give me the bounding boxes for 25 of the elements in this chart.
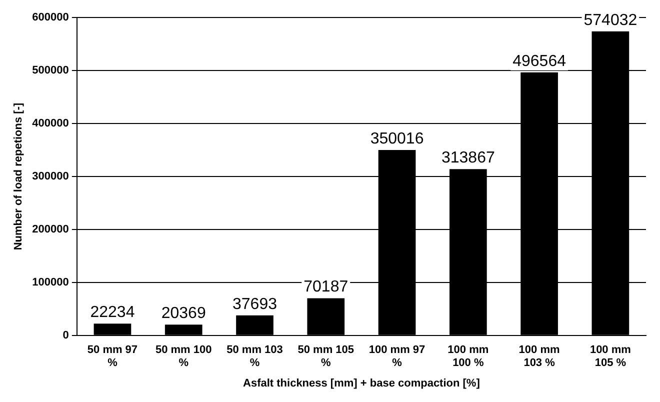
x-tick-label: 100 mm 100 % [448, 344, 489, 370]
y-axis-title: Number of load repetions [-] [12, 102, 25, 250]
data-label: 20369 [161, 305, 206, 322]
y-tick-label: 300000 [32, 170, 69, 183]
y-tick-label: 600000 [32, 12, 69, 24]
y-tick-label: 500000 [32, 64, 69, 77]
data-label: 496564 [512, 52, 566, 70]
y-tick-label: 200000 [32, 224, 69, 236]
x-tick-label: 100 mm 103 % [518, 344, 560, 370]
x-tick-label: 50 mm 103 % [226, 344, 283, 370]
data-label: 574032 [584, 12, 638, 29]
data-label: 70187 [304, 278, 348, 296]
y-tick-label: 100000 [32, 276, 69, 288]
data-label: 350016 [370, 130, 424, 148]
x-tick-label: 50 mm 100 % [155, 344, 212, 370]
x-tick-label: 50 mm 97 % [87, 344, 138, 370]
x-tick-label: 50 mm 105 % [298, 344, 354, 370]
x-tick-label: 100 mm 105 % [590, 344, 632, 370]
data-label: 313867 [441, 150, 495, 167]
y-tick-label: 400000 [32, 118, 69, 130]
data-label: 37693 [232, 296, 278, 313]
x-axis-title: Asfalt thickness [mm] + base compaction [%] [243, 377, 480, 390]
x-tick-label: 100 mm 97 % [368, 344, 426, 370]
y-tick-label: 0 [62, 329, 69, 342]
data-label: 22234 [90, 304, 135, 322]
